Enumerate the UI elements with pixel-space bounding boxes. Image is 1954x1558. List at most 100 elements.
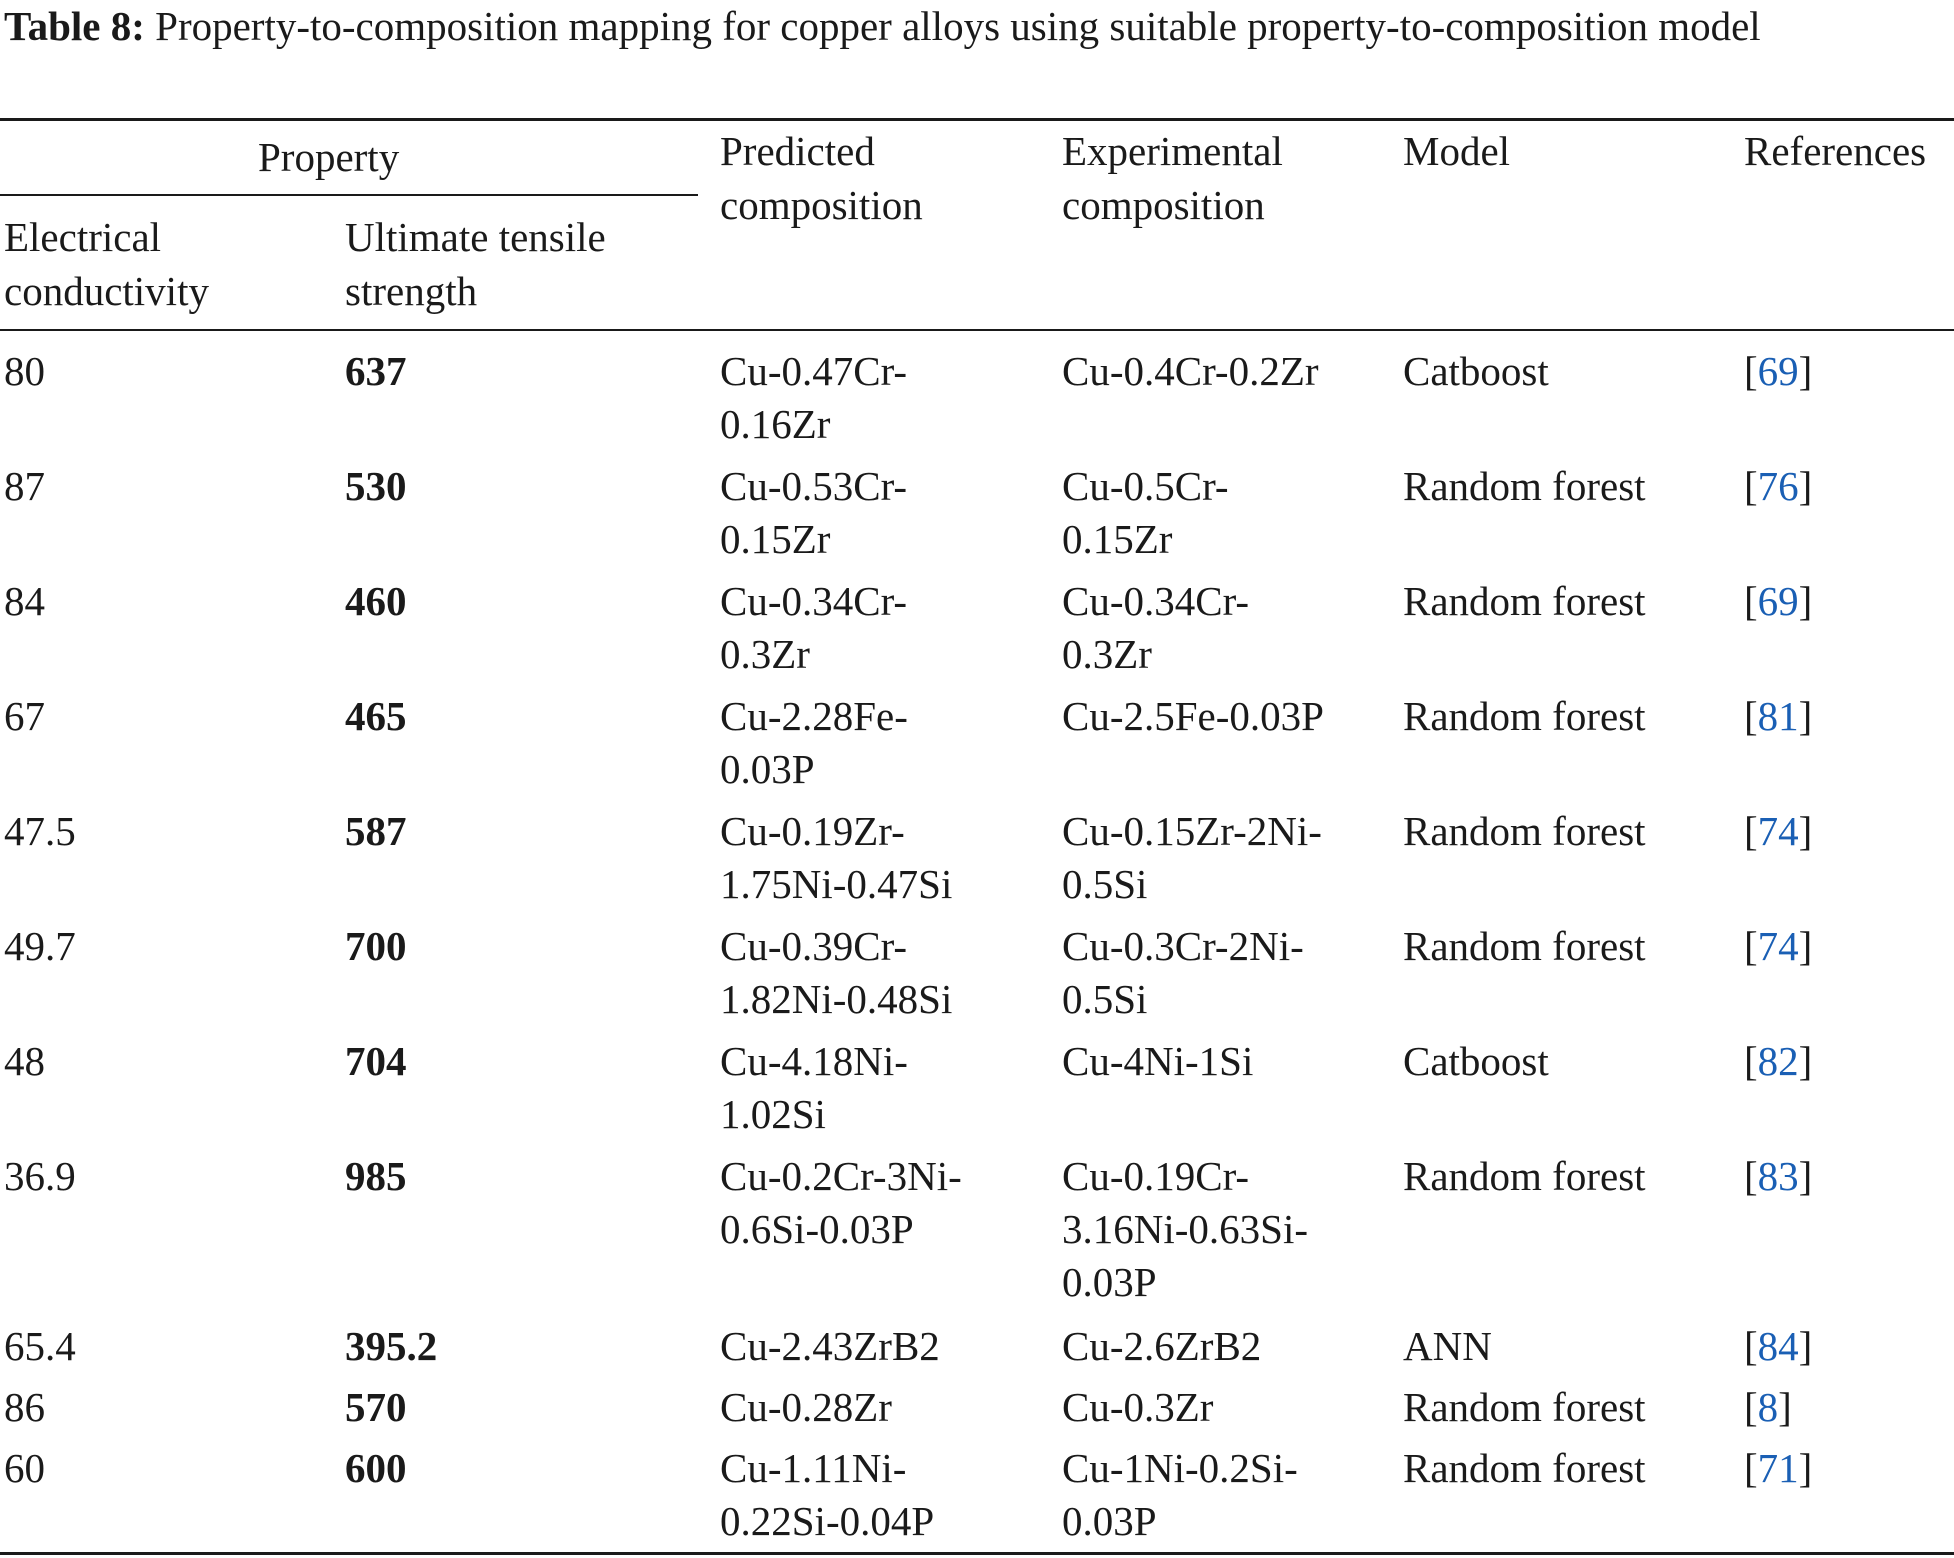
reference-bracket-open: [ [1744, 1445, 1758, 1491]
reference-link[interactable]: 82 [1757, 1038, 1799, 1084]
cell-predicted-composition: Cu-0.39Cr- [720, 923, 908, 969]
cell-model: Catboost [1403, 348, 1549, 394]
cell-predicted-composition: 1.82Ni-0.48Si [720, 976, 953, 1022]
cell-reference: [74] [1744, 805, 1812, 858]
reference-link[interactable]: 81 [1757, 693, 1799, 739]
cell-model: Random forest [1403, 1153, 1646, 1199]
header-predicted-composition-line2: composition [720, 182, 923, 228]
cell-electrical-conductivity: 48 [4, 1038, 45, 1084]
cell-reference: [74] [1744, 920, 1812, 973]
cell-ultimate-tensile-strength: 465 [345, 693, 407, 739]
header-predicted-composition-line1: Predicted [720, 128, 875, 174]
cell-experimental-composition: 0.5Si [1062, 976, 1148, 1022]
cell-model: ANN [1403, 1323, 1492, 1369]
header-ultimate-tensile-strength-line1: Ultimate tensile [345, 214, 606, 260]
cell-reference: [81] [1744, 690, 1812, 743]
reference-link[interactable]: 69 [1757, 578, 1799, 624]
reference-link[interactable]: 76 [1757, 463, 1799, 509]
cell-predicted-composition: Cu-0.47Cr- [720, 348, 908, 394]
cell-electrical-conductivity: 47.5 [4, 808, 76, 854]
cell-experimental-composition: 3.16Ni-0.63Si- [1062, 1206, 1308, 1252]
cell-predicted-composition: 0.6Si-0.03P [720, 1206, 914, 1252]
cell-predicted-composition: Cu-0.34Cr- [720, 578, 908, 624]
cell-experimental-composition: 0.03P [1062, 1259, 1157, 1305]
cell-predicted-composition: 0.3Zr [720, 631, 810, 677]
cell-electrical-conductivity: 80 [4, 348, 45, 394]
cell-experimental-composition: Cu-1Ni-0.2Si- [1062, 1445, 1298, 1491]
table-caption: Table 8: Property-to-composition mapping… [4, 0, 1950, 52]
cell-electrical-conductivity: 84 [4, 578, 45, 624]
reference-bracket-close: ] [1798, 463, 1813, 509]
reference-bracket-close: ] [1798, 1153, 1813, 1199]
table-caption-label: Table 8: [4, 3, 145, 49]
cell-predicted-composition: Cu-0.2Cr-3Ni- [720, 1153, 962, 1199]
reference-link[interactable]: 71 [1757, 1445, 1799, 1491]
cell-experimental-composition: Cu-0.34Cr- [1062, 578, 1250, 624]
cell-ultimate-tensile-strength: 570 [345, 1384, 407, 1430]
cell-predicted-composition: 0.16Zr [720, 401, 831, 447]
reference-bracket-open: [ [1744, 1323, 1758, 1369]
cell-predicted-composition: Cu-0.19Zr- [720, 808, 905, 854]
cell-model: Random forest [1403, 1384, 1646, 1430]
reference-link[interactable]: 69 [1757, 348, 1799, 394]
reference-link[interactable]: 84 [1757, 1323, 1799, 1369]
cell-experimental-composition: Cu-4Ni-1Si [1062, 1038, 1254, 1084]
cell-model: Random forest [1403, 1445, 1646, 1491]
cell-electrical-conductivity: 49.7 [4, 923, 76, 969]
reference-bracket-close: ] [1798, 1323, 1813, 1369]
cell-model: Catboost [1403, 1038, 1549, 1084]
header-experimental-composition-line1: Experimental [1062, 128, 1283, 174]
reference-bracket-close: ] [1798, 578, 1813, 624]
top-rule [0, 118, 1954, 121]
cell-predicted-composition: 1.75Ni-0.47Si [720, 861, 953, 907]
header-references: References [1744, 128, 1927, 174]
reference-bracket-open: [ [1744, 923, 1758, 969]
cell-model: Random forest [1403, 693, 1646, 739]
cell-experimental-composition: Cu-0.3Zr [1062, 1384, 1214, 1430]
cell-experimental-composition: Cu-2.6ZrB2 [1062, 1323, 1262, 1369]
cell-predicted-composition: Cu-0.28Zr [720, 1384, 892, 1430]
header-experimental-composition-line2: composition [1062, 182, 1265, 228]
reference-link[interactable]: 74 [1757, 808, 1799, 854]
cell-ultimate-tensile-strength: 637 [345, 348, 407, 394]
header-electrical-conductivity-line1: Electrical [4, 214, 162, 260]
cell-reference: [84] [1744, 1320, 1812, 1373]
cell-experimental-composition: 0.15Zr [1062, 516, 1173, 562]
table-caption-text: Property-to-composition mapping for copp… [155, 3, 1761, 49]
reference-link[interactable]: 83 [1757, 1153, 1799, 1199]
cell-ultimate-tensile-strength: 700 [345, 923, 407, 969]
cell-ultimate-tensile-strength: 985 [345, 1153, 407, 1199]
cell-ultimate-tensile-strength: 600 [345, 1445, 407, 1491]
cell-electrical-conductivity: 65.4 [4, 1323, 76, 1369]
cell-experimental-composition: 0.3Zr [1062, 631, 1152, 677]
cell-electrical-conductivity: 36.9 [4, 1153, 76, 1199]
cell-experimental-composition: 0.5Si [1062, 861, 1148, 907]
cell-predicted-composition: Cu-2.28Fe- [720, 693, 908, 739]
reference-bracket-close: ] [1798, 1445, 1813, 1491]
reference-bracket-close: ] [1798, 808, 1813, 854]
cell-ultimate-tensile-strength: 704 [345, 1038, 407, 1084]
cell-experimental-composition: Cu-0.19Cr- [1062, 1153, 1250, 1199]
header-ultimate-tensile-strength-line2: strength [345, 268, 478, 314]
cell-model: Random forest [1403, 808, 1646, 854]
cell-reference: [71] [1744, 1442, 1812, 1495]
reference-link[interactable]: 8 [1757, 1384, 1779, 1430]
cell-ultimate-tensile-strength: 530 [345, 463, 407, 509]
property-group-rule [0, 194, 698, 196]
reference-bracket-open: [ [1744, 578, 1758, 624]
cell-predicted-composition: 1.02Si [720, 1091, 826, 1137]
reference-bracket-close: ] [1798, 693, 1813, 739]
cell-electrical-conductivity: 67 [4, 693, 45, 739]
reference-bracket-open: [ [1744, 348, 1758, 394]
reference-bracket-close: ] [1778, 1384, 1792, 1430]
cell-reference: [76] [1744, 460, 1812, 513]
reference-bracket-close: ] [1798, 923, 1813, 969]
header-property-group: Property [258, 134, 400, 180]
cell-ultimate-tensile-strength: 460 [345, 578, 407, 624]
header-model: Model [1403, 128, 1511, 174]
cell-electrical-conductivity: 60 [4, 1445, 45, 1491]
cell-reference: [69] [1744, 345, 1812, 398]
cell-experimental-composition: Cu-0.3Cr-2Ni- [1062, 923, 1304, 969]
reference-link[interactable]: 74 [1757, 923, 1799, 969]
cell-reference: [83] [1744, 1150, 1812, 1203]
